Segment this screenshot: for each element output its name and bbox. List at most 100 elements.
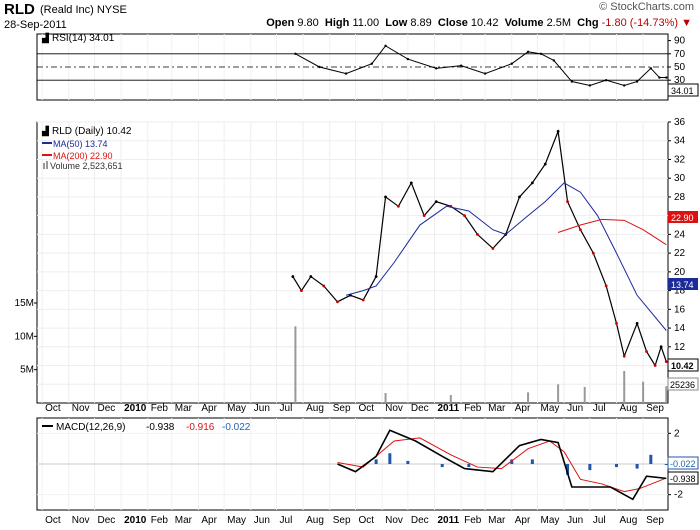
macd-badge-text: -0.938 <box>670 474 696 484</box>
rsi-point <box>658 76 661 79</box>
price-badge-box <box>667 358 699 372</box>
price-point <box>591 251 595 255</box>
macd-y-tick-label: -2 <box>674 490 683 501</box>
gridlines <box>37 34 668 510</box>
exchange-label: NYSE <box>96 4 127 16</box>
price-point <box>659 345 663 349</box>
rsi-badge: 34.01 <box>667 83 699 97</box>
volume-badge-box <box>667 377 699 391</box>
company-label: (Reald Inc) <box>40 4 94 16</box>
macd-hist-badge-box <box>667 456 699 470</box>
x-tick-label: Nov <box>72 515 90 526</box>
x-tick-label: May <box>227 403 246 414</box>
rsi-point <box>570 80 574 83</box>
price-point <box>300 289 303 292</box>
x-tick-label: Jul <box>593 515 606 526</box>
macd-legend: MACD(12,26,9) -0.938 -0.916 -0.022 <box>42 422 251 433</box>
rsi-point <box>459 64 463 67</box>
rsi-badge-box <box>667 83 699 97</box>
volume-legend-text: Volume 2,523,651 <box>50 161 123 171</box>
x-tick-label: Mar <box>488 403 506 414</box>
macd-histogram-bar <box>388 453 392 464</box>
x-tick-label: May <box>227 515 246 526</box>
x-tick-label: Oct <box>45 403 61 414</box>
price-series <box>291 128 668 367</box>
rsi-legend: ▟ RSI(14) 34.01 <box>41 32 115 44</box>
ma200-badge-text: 22.90 <box>671 213 694 223</box>
x-tick-label: Sep <box>646 403 664 414</box>
x-tick-label: Sep <box>646 515 664 526</box>
price-y-tick-label: 34 <box>674 136 686 147</box>
open-value: 9.80 <box>297 17 319 29</box>
rsi-point <box>435 67 438 70</box>
macd-legend-hist: -0.022 <box>222 422 251 433</box>
rsi-point <box>649 67 653 70</box>
x-tick-label: Dec <box>411 515 429 526</box>
x-tick-label: 2010 <box>124 515 147 526</box>
x-tick-label: 2010 <box>124 403 147 414</box>
macd-y-tick-label: 2 <box>674 428 680 439</box>
price-y-tick-label: 12 <box>674 342 686 353</box>
x-tick-label: Feb <box>151 515 169 526</box>
high-value: 11.00 <box>352 17 380 29</box>
rsi-point <box>406 57 410 61</box>
rsi-legend-icon: ▟ <box>41 32 50 44</box>
ma50-legend-text: MA(50) 13.74 <box>53 139 108 149</box>
x-tick-label: 2011 <box>437 515 459 526</box>
macd-series <box>337 429 668 501</box>
price-point <box>291 275 295 278</box>
rsi-line <box>295 45 667 87</box>
company-name: (Reald Inc) NYSE <box>40 4 127 16</box>
x-tick-label: Jul <box>593 403 606 414</box>
x-tick-label: Jun <box>254 403 270 414</box>
x-tick-label: Mar <box>175 403 193 414</box>
price-y-tick-label: 16 <box>674 304 686 315</box>
x-tick-label: May <box>541 515 560 526</box>
price-legend-icon: ▟ <box>41 125 50 137</box>
rsi-point <box>539 52 543 55</box>
rsi-y-tick-label: 90 <box>674 36 686 47</box>
ma50-line <box>345 182 667 331</box>
x-tick-label: Apr <box>515 515 531 526</box>
x-tick-label: Apr <box>515 403 531 414</box>
rsi-point <box>588 84 592 87</box>
volume-swatch <box>43 163 45 169</box>
volume-bar <box>527 392 530 403</box>
volume-value: 2.5M <box>546 17 572 29</box>
ma200-legend-text: MA(200) 22.90 <box>53 151 113 161</box>
price-point <box>664 360 668 363</box>
price-point <box>309 275 313 278</box>
macd-legend-signal: -0.916 <box>186 422 215 433</box>
rsi-legend-text: RSI(14) 34.01 <box>52 33 115 44</box>
ma50-badge-text: 13.74 <box>671 280 694 290</box>
ma200-badge: 22.90 <box>668 211 698 223</box>
price-y-tick-label: 36 <box>674 117 686 128</box>
x-tick-label: Oct <box>45 515 61 526</box>
volume-bar <box>642 381 645 403</box>
volume-bar <box>665 386 668 403</box>
price-y-tick-label: 30 <box>674 173 686 184</box>
brand-watermark: © StockCharts.com <box>599 1 694 13</box>
macd-histogram-bar <box>440 464 444 468</box>
macd-badge: -0.938 <box>667 471 699 485</box>
x-tick-label: Jul <box>280 403 293 414</box>
ma200-line <box>557 218 667 246</box>
x-axis-labels: Oct Oct Nov Nov Dec Dec 2010 2010 Feb Feb Mar Mar Ap… <box>45 403 664 526</box>
price-y-tick-label: 32 <box>674 154 686 165</box>
chart-header: RLD (Reald Inc) NYSE 28-Sep-2011 © Stock… <box>0 0 700 34</box>
ma50-badge-box <box>668 278 698 290</box>
price-y-tick-label: 18 <box>674 286 686 297</box>
price-point <box>409 181 413 185</box>
volume-badge: 25236 <box>667 377 699 391</box>
x-tick-label: Apr <box>201 515 217 526</box>
macd-histogram-bar <box>374 459 378 464</box>
x-tick-label: Sep <box>333 403 351 414</box>
macd-badge-box <box>667 471 699 485</box>
x-tick-label: Jun <box>567 403 583 414</box>
volume-swatch-2 <box>46 161 48 169</box>
rsi-point <box>483 72 487 75</box>
close-label: Close <box>437 17 468 29</box>
volume-badge-text: 25236 <box>670 380 695 390</box>
ticker-symbol: RLD <box>4 1 35 18</box>
rsi-series <box>294 44 668 87</box>
